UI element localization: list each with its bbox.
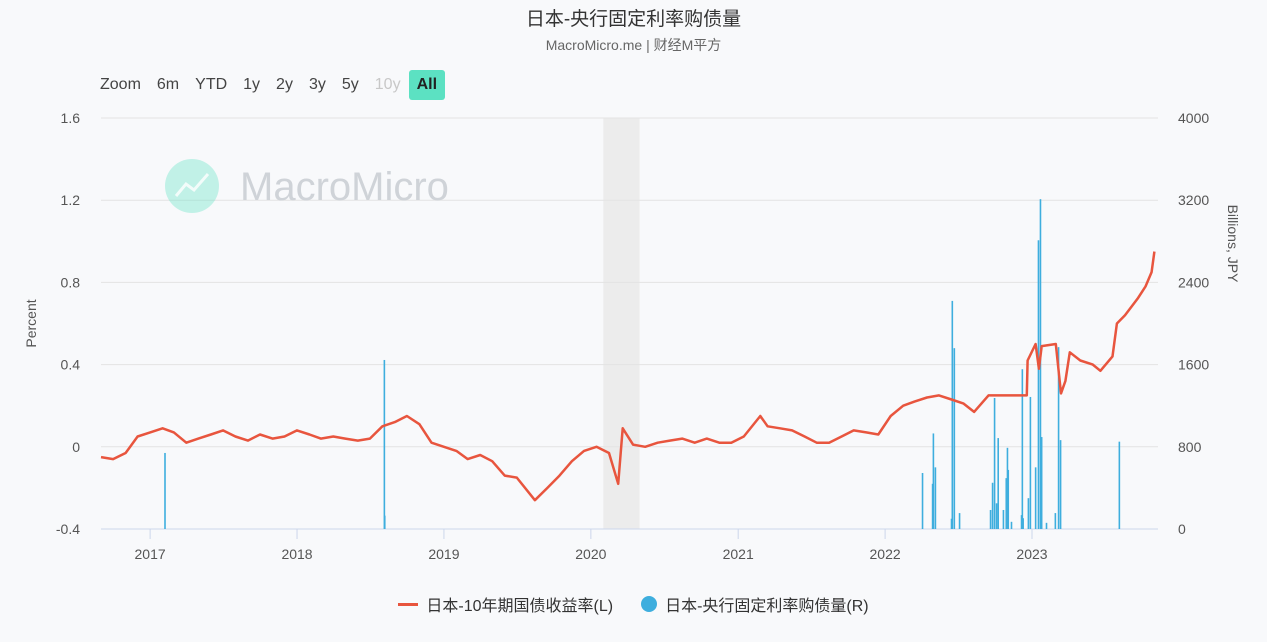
bar <box>1007 469 1010 529</box>
bar <box>931 483 934 529</box>
legend-item-yield[interactable]: 日本-10年期国债收益率(L) <box>398 592 613 616</box>
x-tick: 2018 <box>281 546 312 562</box>
y-tick-left: 1.2 <box>61 192 81 208</box>
bar <box>1020 515 1023 529</box>
range-button-2y[interactable]: 2y <box>276 76 293 93</box>
y-tick-right: 1600 <box>1178 357 1209 373</box>
bar <box>1027 498 1030 529</box>
y-tick-right: 4000 <box>1178 110 1209 126</box>
legend-label: 日本-10年期国债收益率(L) <box>426 598 614 615</box>
bar <box>1022 518 1024 529</box>
bar <box>950 518 953 529</box>
y-tick-left: 0.8 <box>61 274 81 290</box>
bar <box>997 438 1000 529</box>
range-button-3y[interactable]: 3y <box>308 76 326 93</box>
bar <box>383 359 386 529</box>
y-axis-title-right: Billions, JPY <box>1225 205 1241 283</box>
bar <box>1118 441 1121 529</box>
bar <box>953 348 956 529</box>
bar <box>932 433 935 529</box>
y-tick-right: 2400 <box>1178 274 1209 290</box>
bar <box>1040 437 1043 529</box>
legend: 日本-10年期国债收益率(L) 日本-央行固定利率购债量(R) <box>0 592 1267 616</box>
bar <box>1054 513 1057 529</box>
bar <box>993 397 996 529</box>
x-tick: 2023 <box>1016 546 1047 562</box>
watermark-logo-icon <box>174 173 210 197</box>
bar <box>991 482 994 529</box>
bar <box>1059 440 1062 529</box>
range-button-1y[interactable]: 1y <box>243 76 261 93</box>
bar <box>1010 521 1013 529</box>
y-tick-left: 0 <box>72 439 80 455</box>
bar <box>951 300 954 529</box>
bar <box>1029 396 1032 529</box>
bar <box>1037 240 1040 529</box>
watermark: MacroMicro <box>240 165 449 209</box>
range-button-6m[interactable]: 6m <box>156 76 180 93</box>
bar <box>1002 509 1005 529</box>
bar <box>1005 478 1008 529</box>
y-tick-right: 3200 <box>1178 192 1209 208</box>
chart-title: 日本-央行固定利率购债量 <box>525 9 742 30</box>
bar <box>921 473 924 529</box>
x-tick: 2019 <box>428 546 459 562</box>
y-tick-left: -0.4 <box>56 521 80 537</box>
yield-line <box>100 251 1156 502</box>
range-button-all[interactable]: All <box>408 70 446 100</box>
bar <box>934 467 937 529</box>
legend-label: 日本-央行固定利率购债量(R) <box>665 598 869 615</box>
x-tick: 2022 <box>870 546 901 562</box>
bar <box>989 509 992 529</box>
y-tick-right: 0 <box>1178 521 1186 537</box>
y-tick-left: 0.4 <box>61 357 81 373</box>
recession-shade <box>603 118 640 529</box>
y-axis-title-left: Percent <box>23 299 39 347</box>
legend-item-purchases[interactable]: 日本-央行固定利率购债量(R) <box>641 592 869 616</box>
watermark-logo-icon <box>165 159 219 213</box>
range-button-10y: 10y <box>374 76 401 93</box>
bar <box>1045 522 1048 529</box>
y-tick-left: 1.6 <box>61 110 81 126</box>
range-selector: Zoom 6m YTD 1y 2y 3y 5y 10y All <box>96 70 446 100</box>
bar <box>1021 369 1024 529</box>
zoom-label: Zoom <box>100 76 141 93</box>
bar <box>995 503 998 529</box>
bar <box>383 515 386 529</box>
y-tick-right: 800 <box>1178 439 1202 455</box>
bar <box>1057 347 1060 529</box>
chart-subtitle: MacroMicro.me | 财经M平方 <box>545 37 722 53</box>
bar <box>164 452 166 529</box>
x-tick: 2017 <box>135 546 166 562</box>
x-tick: 2021 <box>723 546 754 562</box>
range-button-ytd[interactable]: YTD <box>195 76 228 93</box>
line-swatch <box>398 602 419 606</box>
x-tick: 2020 <box>575 546 606 562</box>
bar <box>1006 447 1009 529</box>
bar <box>958 513 961 529</box>
bar <box>1034 467 1037 529</box>
range-button-5y[interactable]: 5y <box>341 76 359 93</box>
dot-swatch <box>641 596 658 612</box>
